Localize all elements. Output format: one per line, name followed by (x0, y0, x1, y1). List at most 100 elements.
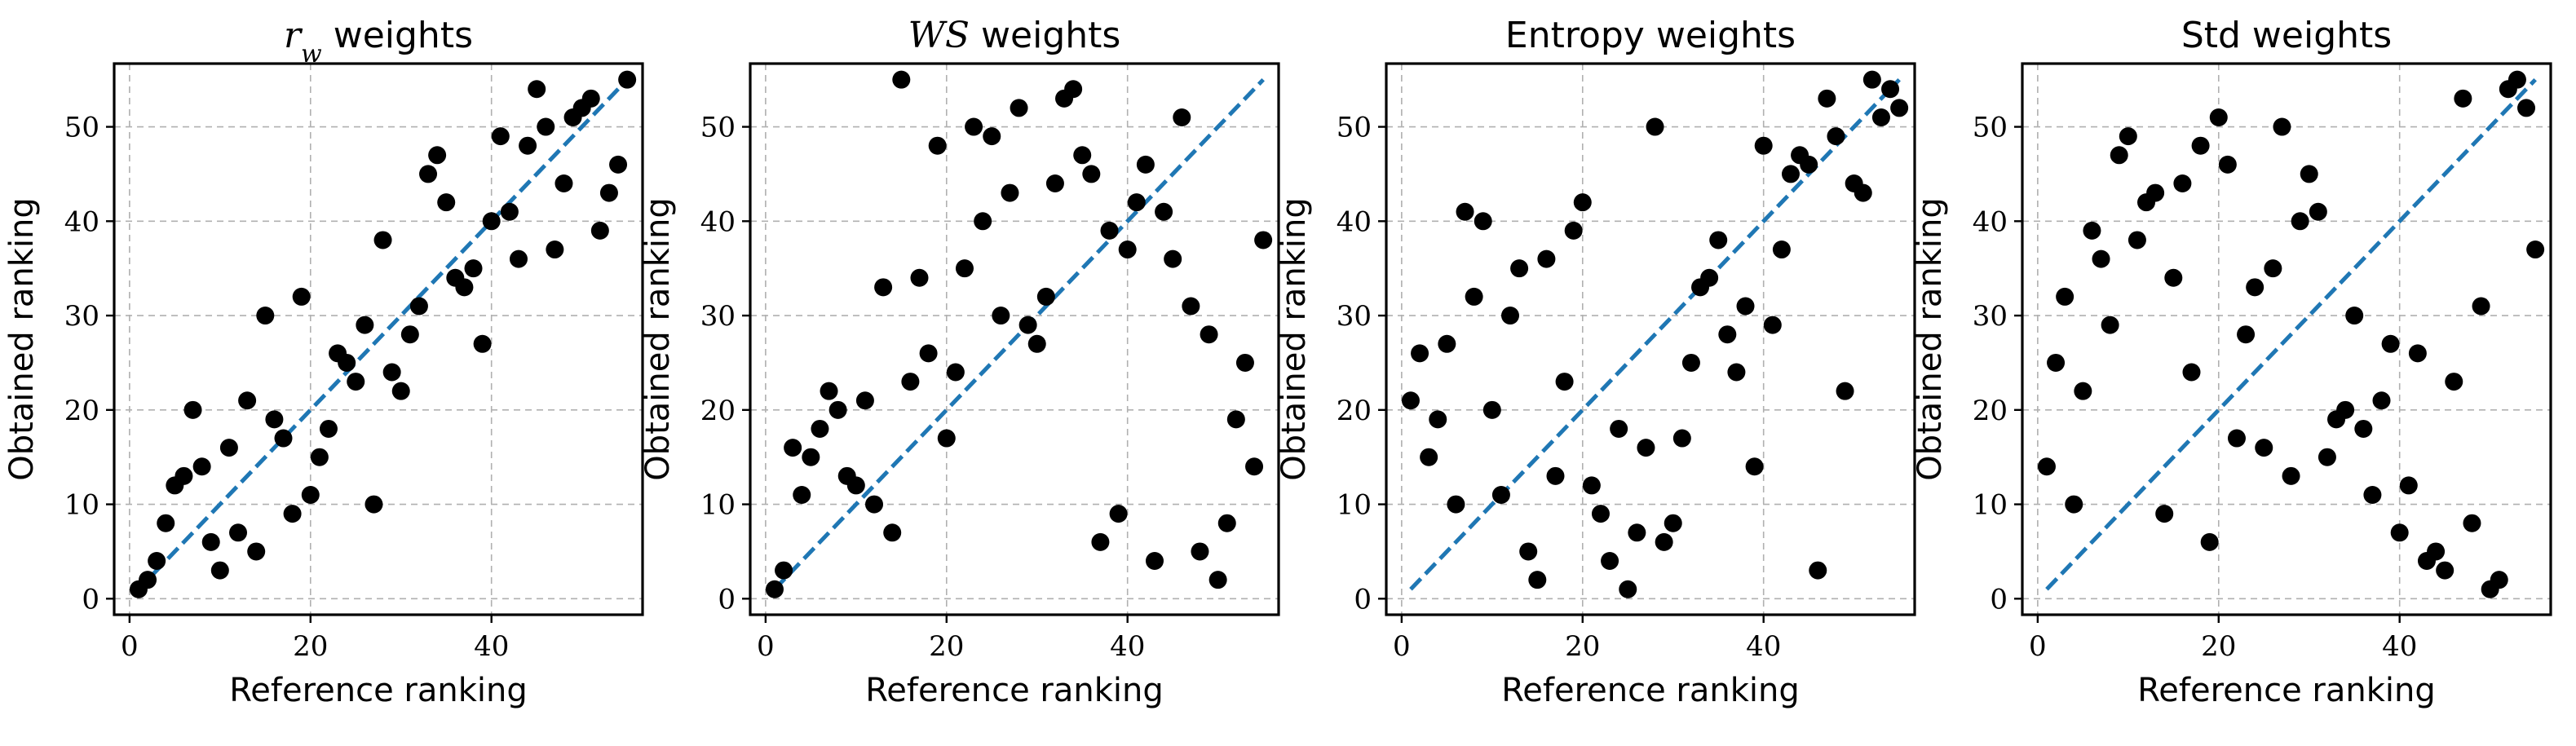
title-part: weights (970, 15, 1120, 56)
data-point (301, 485, 320, 504)
data-point (265, 410, 284, 429)
data-point (1200, 325, 1218, 344)
y-tick-label: 50 (700, 112, 736, 144)
data-point (2074, 382, 2092, 400)
data-point (1881, 80, 1900, 99)
data-point (1736, 297, 1755, 316)
data-point (1681, 353, 1700, 372)
data-point (2146, 183, 2165, 202)
data-point (2517, 99, 2536, 117)
title-part: w (301, 40, 322, 68)
x-tick-label: 40 (1746, 630, 1781, 663)
y-tick-label: 10 (1337, 489, 1372, 522)
data-point (2119, 127, 2137, 146)
data-point (974, 212, 992, 231)
data-point (1091, 532, 1110, 551)
panel-2: 0 20 40 0 10 20 30 40 50 Reference ranking Obtaine… (639, 15, 1280, 709)
y-tick-label: 20 (700, 395, 736, 427)
x-axis-label: Reference ranking (865, 672, 1163, 709)
panel-title: Entropy weights (1505, 15, 1796, 56)
y-tick-label: 10 (1973, 489, 2008, 522)
data-point (1064, 80, 1083, 99)
data-point (2273, 117, 2291, 136)
data-point (1001, 183, 1019, 202)
data-point (793, 485, 811, 504)
data-point (1155, 202, 1173, 221)
data-point (1045, 174, 1064, 193)
data-point (1100, 221, 1119, 240)
data-point (2390, 523, 2409, 542)
data-point (1745, 457, 1764, 476)
data-point (1818, 89, 1836, 108)
data-point (581, 89, 600, 108)
data-point (419, 165, 438, 183)
y-axis-label: Obtained ranking (639, 197, 677, 481)
data-point (1655, 532, 1673, 551)
data-point (2037, 457, 2056, 476)
data-point (2354, 419, 2373, 438)
y-tick-label: 0 (82, 583, 99, 616)
data-point (1672, 429, 1691, 448)
data-point (965, 117, 983, 136)
data-point (519, 136, 537, 155)
data-point (2372, 391, 2391, 410)
axes-frame (113, 62, 644, 616)
reference-line (2045, 77, 2537, 591)
data-point (528, 80, 546, 99)
data-point (2110, 146, 2128, 165)
title-part: WS (908, 15, 970, 56)
data-point (2155, 505, 2174, 523)
y-tick-label: 50 (1337, 112, 1372, 144)
data-point (1854, 183, 1872, 202)
data-point (1491, 485, 1510, 504)
data-point (865, 495, 884, 514)
data-point (247, 542, 266, 561)
y-tick-label: 30 (64, 300, 99, 333)
y-tick-label: 10 (64, 489, 99, 522)
data-point (1871, 108, 1890, 126)
data-point (1555, 373, 1574, 391)
data-point (1862, 70, 1881, 89)
data-point (482, 212, 501, 231)
title-part: Std weights (2181, 15, 2392, 56)
data-point (2336, 400, 2355, 419)
data-point (846, 476, 865, 495)
data-point (1027, 334, 1046, 353)
data-point (618, 70, 637, 89)
data-point (2408, 344, 2427, 363)
data-point (2309, 202, 2327, 221)
x-tick-label: 40 (1110, 630, 1145, 663)
y-tick-label: 0 (1990, 583, 2008, 616)
data-point (2209, 108, 2228, 126)
data-point (2191, 136, 2210, 155)
data-point (1664, 514, 1682, 532)
data-point (1601, 552, 1619, 571)
data-point (2300, 165, 2318, 183)
data-point (901, 373, 920, 391)
y-tick-label: 20 (64, 395, 99, 427)
y-tick-label: 0 (1354, 583, 1372, 616)
data-point (802, 448, 820, 466)
data-point (855, 391, 874, 410)
data-point (347, 373, 365, 391)
data-point (1619, 580, 1637, 598)
data-point (1709, 231, 1728, 249)
title-part: r (284, 15, 303, 56)
data-point (1036, 287, 1055, 306)
x-axis-label: Reference ranking (1501, 672, 1799, 709)
data-point (1438, 334, 1456, 353)
data-point (1217, 514, 1236, 532)
y-tick-label: 30 (1337, 300, 1372, 333)
x-tick-label: 40 (2382, 630, 2417, 663)
data-point (1637, 439, 1655, 457)
data-point (2399, 476, 2418, 495)
data-point (609, 155, 628, 174)
data-point (555, 174, 573, 193)
data-point (2128, 231, 2146, 249)
data-point (1827, 127, 1845, 146)
data-point (1546, 466, 1565, 485)
data-point (219, 439, 238, 457)
data-point (338, 353, 356, 372)
data-point (1754, 136, 1773, 155)
x-tick-label: 0 (1393, 630, 1411, 663)
